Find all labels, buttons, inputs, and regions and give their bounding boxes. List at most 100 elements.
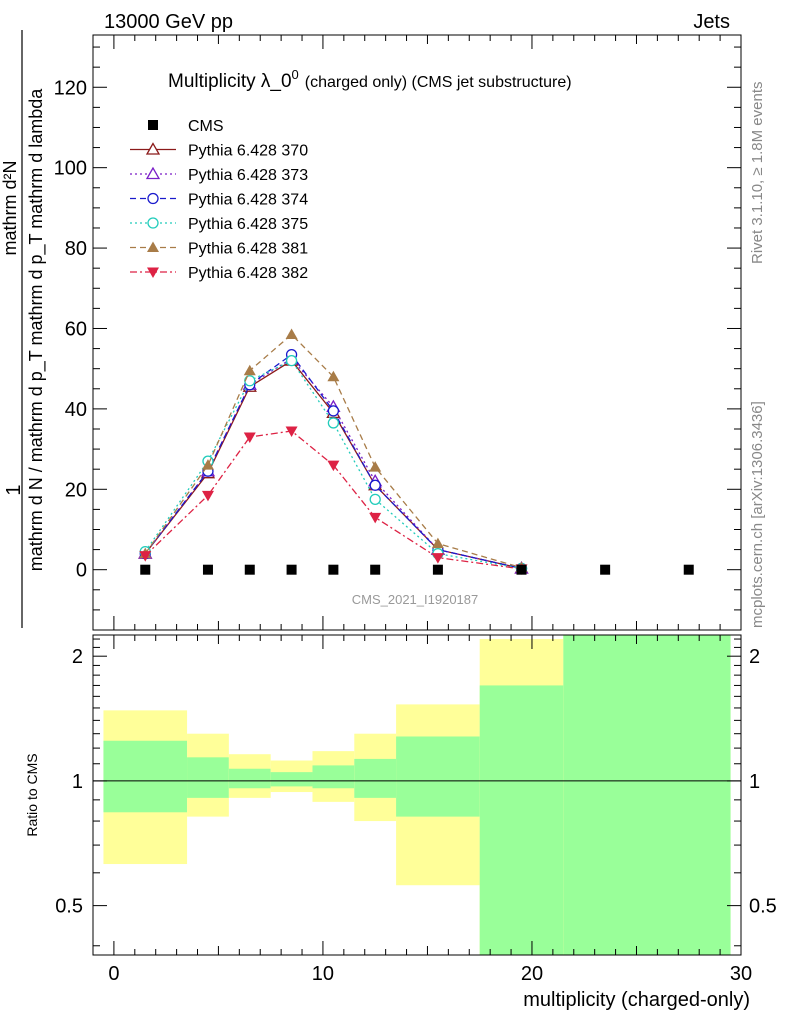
data-point-cms (202, 564, 213, 575)
ratio-frame (92, 634, 742, 956)
data-point-cms (516, 564, 527, 575)
legend-marker (145, 166, 161, 180)
xtick-label: 0 (108, 963, 119, 985)
legend-marker (147, 267, 159, 278)
legend-item-pythia-6-428-370: Pythia 6.428 370 (130, 142, 308, 160)
ratio-band-green (354, 758, 397, 798)
series-pythia-6-428-382 (139, 426, 528, 575)
ratio-ylabel: Ratio to CMS (24, 753, 40, 836)
legend: CMS Pythia 6.428 370 Pythia 6.428 373 Pythi… (130, 118, 308, 282)
main-title-sup: 0 (292, 67, 299, 82)
data-point-cms (432, 564, 443, 575)
legend-item-pythia-6-428-375: Pythia 6.428 375 (130, 216, 308, 233)
data-point-pythia-6-428-381 (327, 370, 340, 382)
main-ytick-label: 60 (65, 318, 87, 340)
main-ytick-label: 20 (65, 479, 87, 501)
data-point-cms (683, 564, 694, 575)
legend-item-pythia-6-428-373: Pythia 6.428 373 (130, 166, 308, 184)
ratio-ytick-label-right: 1 (749, 771, 760, 793)
legend-label: Pythia 6.428 370 (188, 143, 308, 160)
data-point-pythia-6-428-382 (327, 460, 340, 472)
data-point-pythia-6-428-375 (327, 417, 340, 429)
watermark: CMS_2021_I1920187 (352, 592, 479, 607)
data-point-pythia-6-428-382 (243, 432, 256, 444)
xtick-label: 10 (312, 963, 334, 985)
data-point-pythia-6-428-381 (243, 364, 256, 376)
series-cms (140, 564, 694, 575)
mcplots-label: mcplots.cern.ch [arXiv:1306.3436] (749, 401, 766, 628)
main-ytick-label: 40 (65, 399, 87, 421)
data-point-pythia-6-428-374 (327, 405, 340, 417)
ratio-band-green (103, 740, 188, 813)
header-left: 13000 GeV pp (104, 11, 233, 33)
series-line-pythia-6-428-374 (144, 353, 522, 570)
main-frame (92, 34, 742, 631)
data-point-pythia-6-428-382 (369, 512, 382, 524)
ratio-axis-ticks: 0.5 0.51 12 20 10 20 30 (55, 635, 777, 985)
data-point-pythia-6-428-381 (285, 328, 298, 340)
main-title-text: Multiplicity λ_0 (168, 71, 292, 92)
series-pythia-6-428-381 (139, 328, 528, 573)
ratio-bands (103, 635, 731, 955)
ratio-ytick-label: 0.5 (55, 896, 83, 918)
data-point-pythia-6-428-382 (139, 551, 152, 562)
legend-marker (145, 142, 161, 155)
legend-marker (147, 241, 159, 252)
legend-item-pythia-6-428-381: Pythia 6.428 381 (130, 241, 308, 258)
legend-label: Pythia 6.428 381 (188, 241, 308, 258)
rivet-label: Rivet 3.1.10, ≥ 1.8M events (749, 82, 766, 265)
ratio-panel: 0.5 0.51 12 20 10 20 30 Ratio to CMS multiplic… (24, 634, 777, 1011)
ylabel-frac-num: mathrm d²N (0, 160, 20, 255)
main-title-small: (charged only) (CMS jet substructure) (305, 74, 572, 91)
ratio-band-green (270, 772, 313, 787)
data-point-pythia-6-428-381 (369, 461, 382, 472)
ratio-ytick-label: 1 (72, 771, 83, 793)
data-point-cms (286, 564, 297, 575)
main-ytick-label: 120 (54, 77, 87, 99)
series-line-pythia-6-428-382 (144, 430, 522, 570)
data-point-pythia-6-428-381 (201, 459, 214, 470)
ylabel-frac-den: mathrm d N / mathrm d p_T mathrm d p_T m… (26, 88, 47, 571)
header-right: Jets (693, 11, 730, 33)
ratio-band-green (396, 736, 480, 817)
ratio-ytick-label-right: 0.5 (749, 896, 777, 918)
data-point-pythia-6-428-374 (369, 479, 381, 491)
data-point-pythia-6-428-381 (431, 537, 444, 549)
ratio-band-green (563, 635, 731, 955)
series-line-pythia-6-428-375 (144, 359, 522, 570)
data-point-cms (370, 564, 381, 575)
legend-marker (147, 217, 159, 229)
series-layer (138, 328, 694, 575)
legend-marker (148, 120, 158, 130)
ratio-band-green (312, 765, 355, 789)
legend-label: Pythia 6.428 382 (188, 265, 308, 282)
data-point-pythia-6-428-382 (285, 426, 298, 437)
data-point-cms (328, 564, 339, 575)
data-point-cms (244, 564, 255, 575)
ratio-band-green (187, 757, 229, 798)
legend-item-cms: CMS (148, 118, 224, 135)
ratio-ytick-label: 2 (72, 646, 83, 668)
ratio-band-green (479, 685, 564, 955)
main-title: Multiplicity λ_00 (charged only) (CMS jet… (168, 67, 572, 92)
data-point-pythia-6-428-382 (431, 553, 444, 564)
ratio-ytick-label-right: 2 (749, 646, 760, 668)
main-ytick-label: 80 (65, 238, 87, 260)
legend-item-pythia-6-428-374: Pythia 6.428 374 (130, 192, 308, 209)
legend-label: Pythia 6.428 373 (188, 167, 308, 184)
xtick-label: 20 (521, 963, 543, 985)
data-point-pythia-6-428-375 (285, 354, 298, 367)
xlabel: multiplicity (charged-only) (523, 989, 750, 1011)
legend-label: Pythia 6.428 375 (188, 216, 308, 233)
legend-marker (147, 192, 159, 205)
series-line-pythia-6-428-381 (144, 333, 522, 569)
ylabel-left: 1 (3, 484, 25, 495)
main-ytick-label: 0 (76, 560, 87, 582)
data-point-cms (600, 564, 611, 575)
main-axis-ticks: 0 20 40 60 80 100 120 (54, 35, 742, 630)
legend-label: CMS (188, 118, 224, 135)
main-ylabel: 1 mathrm d²N mathrm d N / mathrm d p_T m… (0, 30, 47, 628)
main-ytick-label: 100 (54, 158, 87, 180)
